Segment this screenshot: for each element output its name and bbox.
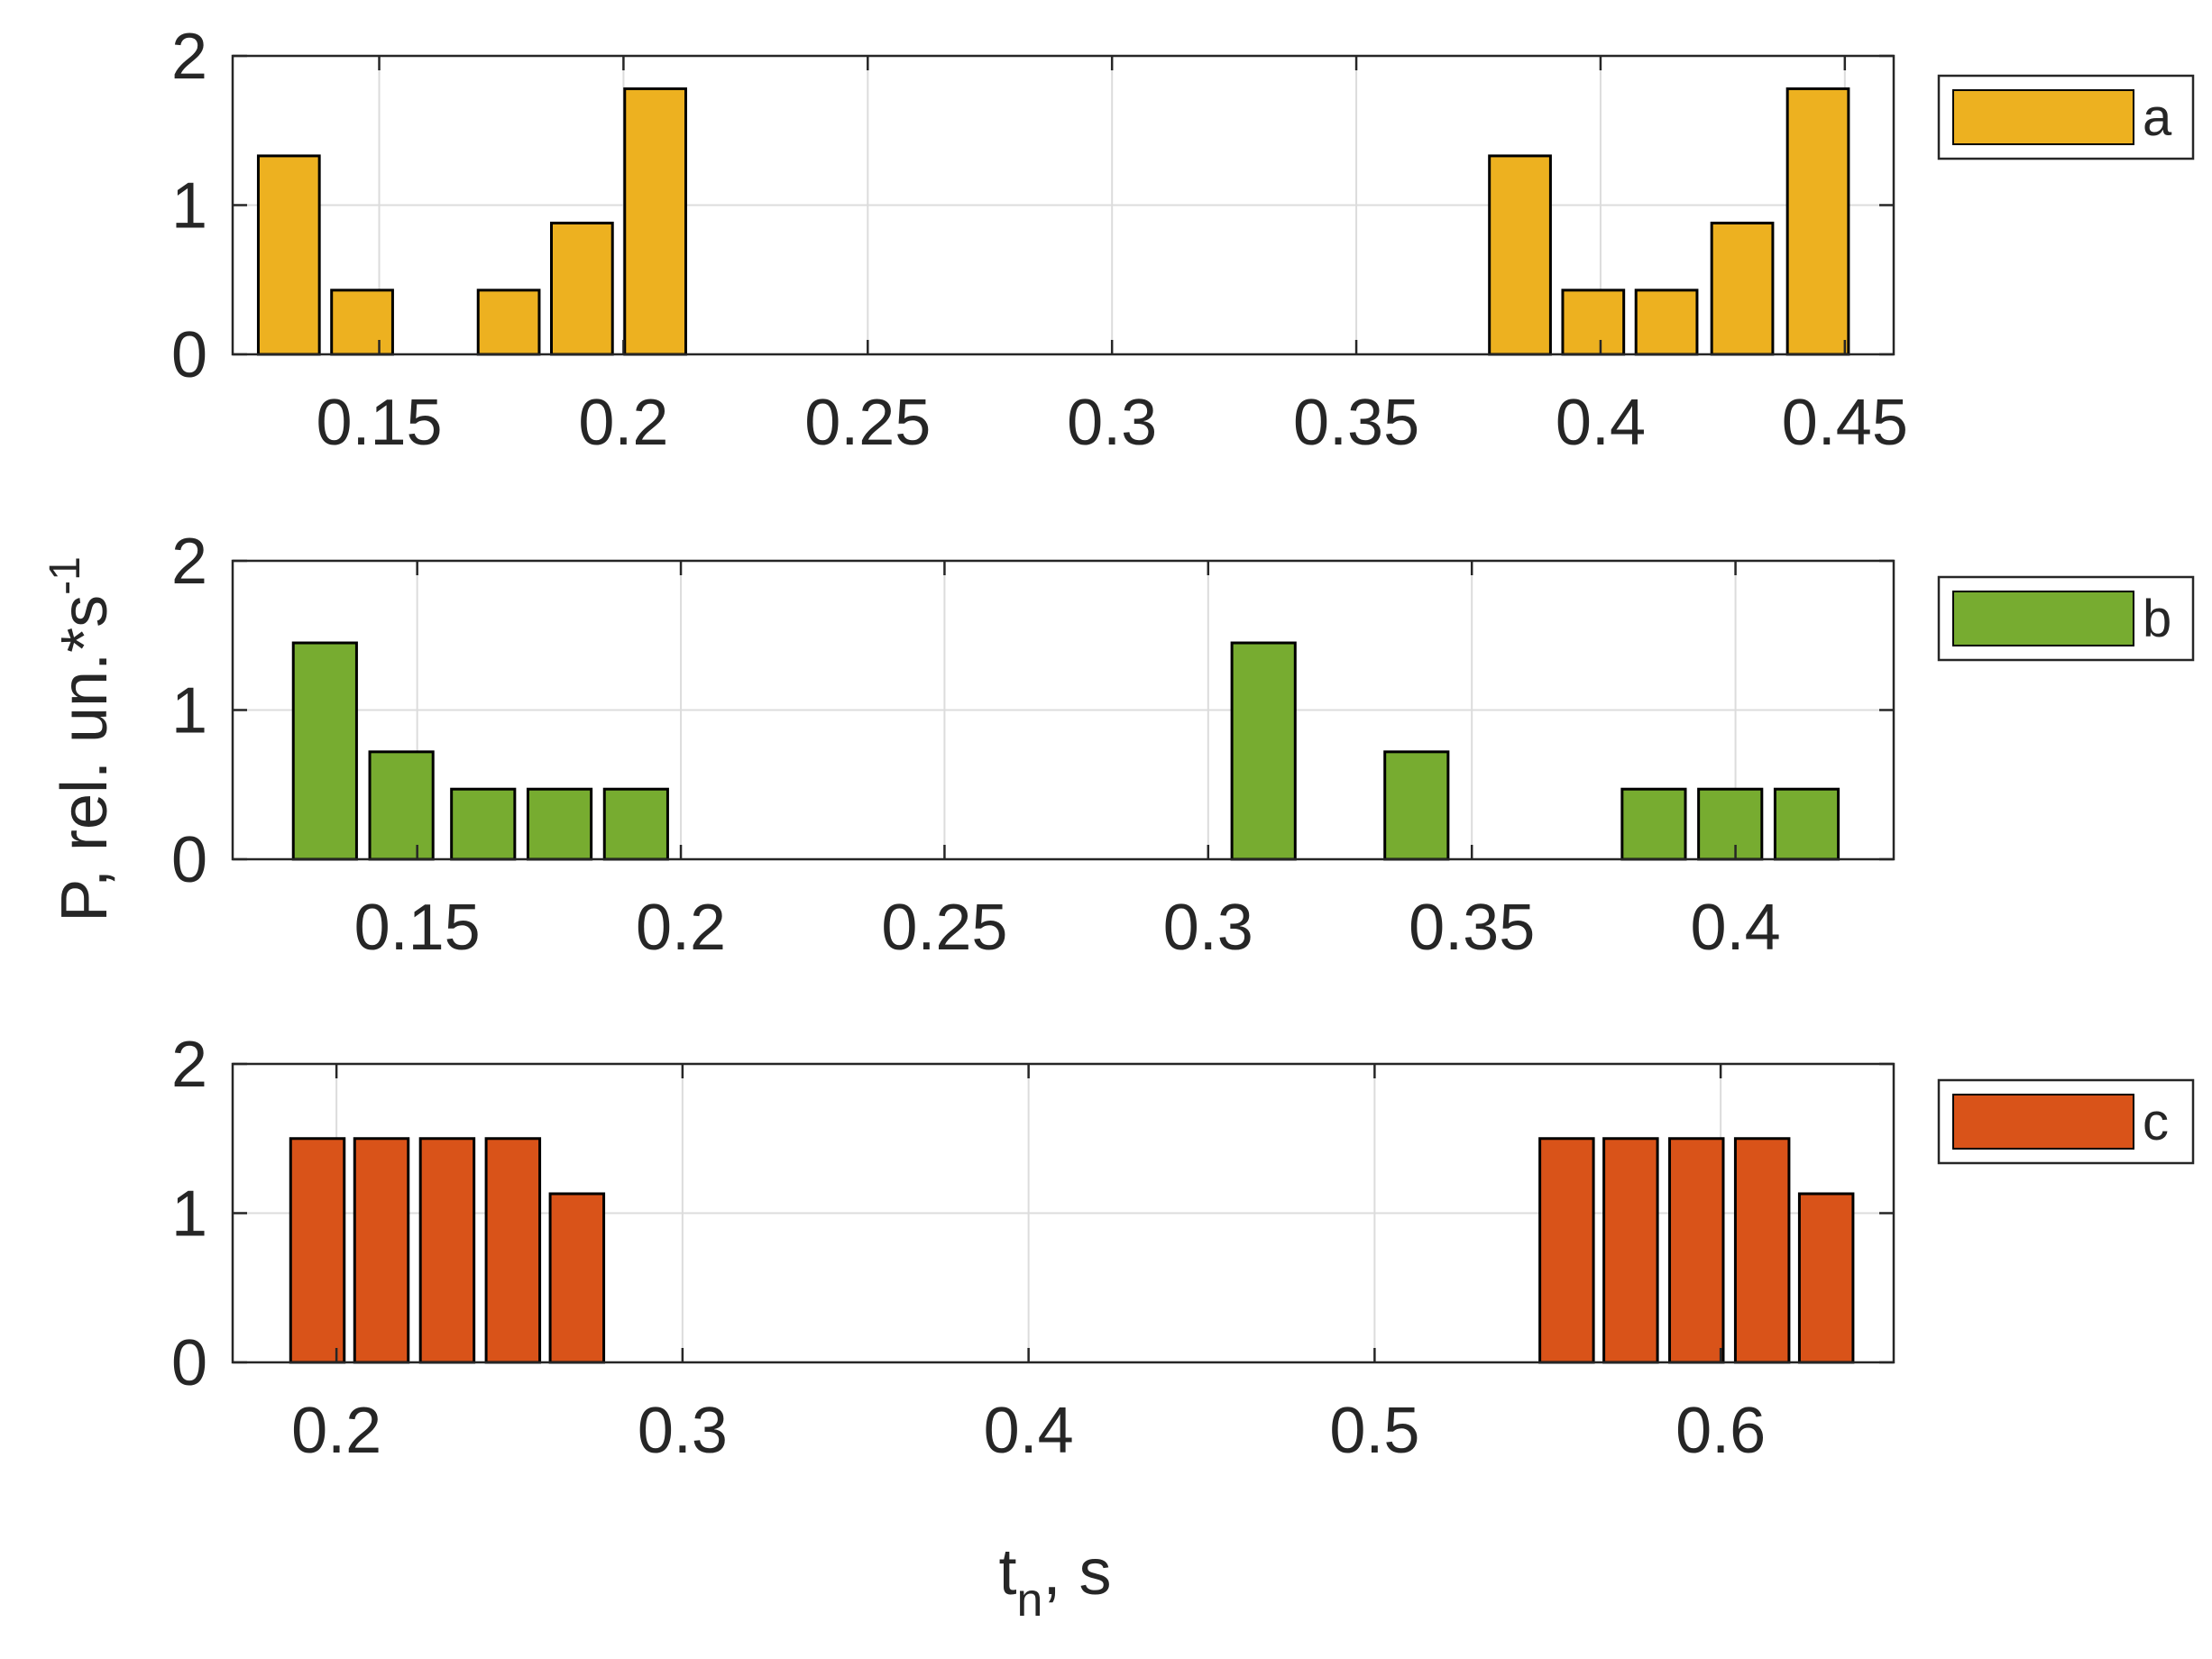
y-axis-title-main: P, rel. un.*s xyxy=(49,595,121,922)
bar-c-5 xyxy=(548,1192,606,1364)
x-tick-label: 0.2 xyxy=(291,1395,381,1467)
y-tick-label: 2 xyxy=(171,1029,207,1101)
legend-swatch xyxy=(1952,1094,2134,1150)
bar-b-1 xyxy=(291,641,358,861)
chart-panel-a: 0.15 0.2 0.25 0.3 0.35 0.4 0.45 0 1 2 a xyxy=(171,21,2195,459)
panels: 0.15 0.2 0.25 0.3 0.35 0.4 0.45 0 1 2 a 0.15 0.2 0.25… xyxy=(171,21,2195,1467)
legend-label: a xyxy=(2143,88,2172,147)
bar-a-6 xyxy=(1488,154,1552,356)
bar-a-2 xyxy=(330,289,394,356)
bar-b-4 xyxy=(526,787,593,861)
bar-c-7 xyxy=(1602,1137,1659,1364)
bar-a-1 xyxy=(256,154,321,356)
legend-swatch xyxy=(1952,89,2134,145)
bar-a-5 xyxy=(623,87,687,356)
y-tick-label: 2 xyxy=(171,21,207,93)
y-tick-label: 1 xyxy=(171,675,207,747)
bar-c-1 xyxy=(289,1137,346,1364)
y-axis-title-superscript: -1 xyxy=(41,556,89,595)
y-tick-label: 1 xyxy=(171,1178,207,1251)
x-tick-label: 0.15 xyxy=(354,892,481,964)
bar-a-4 xyxy=(550,221,614,356)
bar-c-10 xyxy=(1797,1192,1855,1364)
bar-c-4 xyxy=(484,1137,542,1364)
y-tick-label: 0 xyxy=(171,824,207,896)
y-axis-title: P, rel. un.*s-1 xyxy=(41,556,121,922)
bar-a-3 xyxy=(476,289,541,356)
y-tick-label: 0 xyxy=(171,1327,207,1399)
legend-c: c xyxy=(1937,1078,2195,1165)
bar-b-9 xyxy=(1697,787,1764,861)
x-tick-label: 0.35 xyxy=(1409,892,1535,964)
x-tick-label: 0.6 xyxy=(1675,1395,1766,1467)
x-axis-title-suffix: , s xyxy=(1042,1536,1111,1609)
bar-a-8 xyxy=(1634,289,1699,356)
x-tick-label: 0.2 xyxy=(578,387,668,459)
bar-c-3 xyxy=(418,1137,476,1364)
x-tick-label: 0.45 xyxy=(1782,387,1908,459)
bar-a-10 xyxy=(1785,87,1850,356)
legend-b: b xyxy=(1937,575,2195,662)
x-tick-label: 0.3 xyxy=(1163,892,1253,964)
chart-panel-c: 0.2 0.3 0.4 0.5 0.6 0 1 2 c xyxy=(171,1029,2195,1467)
bar-c-2 xyxy=(353,1137,410,1364)
bar-a-9 xyxy=(1710,221,1775,356)
x-tick-label: 0.4 xyxy=(1691,892,1781,964)
legend-swatch xyxy=(1952,591,2134,646)
bar-b-10 xyxy=(1773,787,1840,861)
y-tick-label: 2 xyxy=(171,526,207,598)
x-axis-title: tn, s xyxy=(999,1536,1112,1627)
x-tick-label: 0.25 xyxy=(804,387,931,459)
bar-c-8 xyxy=(1668,1137,1725,1364)
x-tick-label: 0.35 xyxy=(1293,387,1419,459)
chart-panel-b: 0.15 0.2 0.25 0.3 0.35 0.4 0 1 2 b xyxy=(171,526,2195,964)
x-tick-label: 0.4 xyxy=(1556,387,1646,459)
bar-b-8 xyxy=(1620,787,1687,861)
x-tick-label: 0.15 xyxy=(316,387,442,459)
y-tick-label: 0 xyxy=(171,319,207,391)
bar-b-3 xyxy=(450,787,517,861)
bar-b-5 xyxy=(602,787,669,861)
bar-c-9 xyxy=(1733,1137,1791,1364)
y-tick-label: 1 xyxy=(171,170,207,243)
legend-label: b xyxy=(2143,590,2171,648)
x-tick-label: 0.25 xyxy=(881,892,1007,964)
bar-c-6 xyxy=(1538,1137,1595,1364)
bar-a-7 xyxy=(1561,289,1626,356)
legend-label: c xyxy=(2143,1093,2169,1151)
x-tick-label: 0.2 xyxy=(636,892,726,964)
legend-a: a xyxy=(1937,74,2195,160)
bar-b-7 xyxy=(1383,750,1450,861)
x-axis-title-main: t xyxy=(999,1536,1017,1609)
x-tick-label: 0.3 xyxy=(638,1395,728,1467)
x-tick-label: 0.3 xyxy=(1067,387,1157,459)
x-axis-title-subscript: n xyxy=(1017,1574,1043,1627)
x-tick-label: 0.4 xyxy=(984,1395,1074,1467)
bar-b-2 xyxy=(368,750,435,861)
bar-b-6 xyxy=(1230,641,1297,861)
x-tick-label: 0.5 xyxy=(1329,1395,1419,1467)
